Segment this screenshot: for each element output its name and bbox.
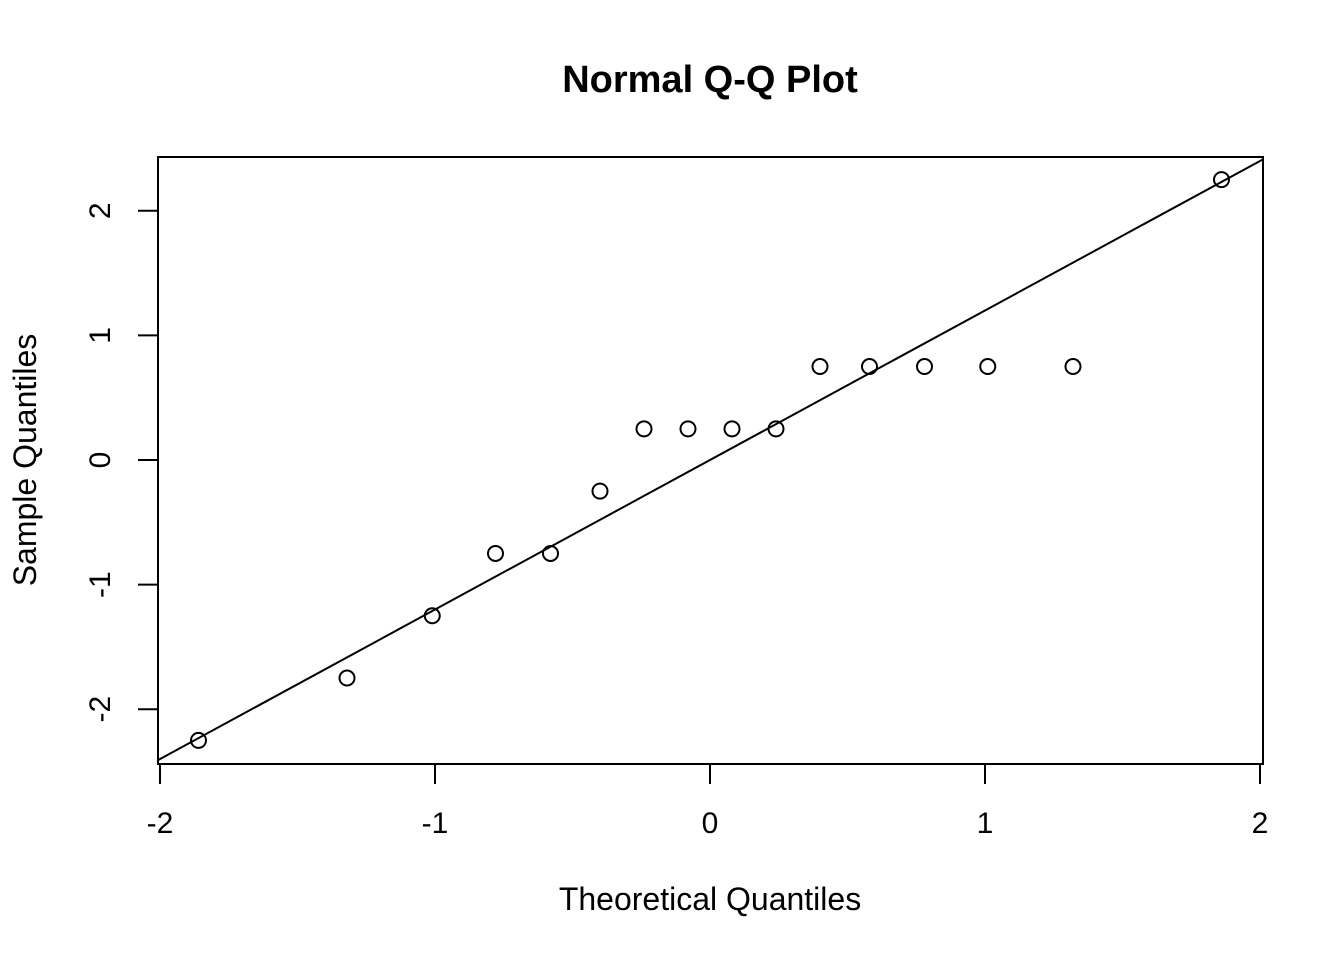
data-point — [487, 544, 504, 562]
data-point — [979, 358, 997, 376]
y-tick-label: -2 — [84, 696, 117, 723]
data-point — [811, 358, 829, 376]
reference-line — [158, 158, 1263, 762]
data-point — [679, 420, 697, 438]
y-tick-label: -1 — [84, 571, 117, 598]
data-point — [423, 607, 441, 625]
x-tick-label: -1 — [422, 807, 449, 840]
data-point — [767, 420, 785, 438]
y-axis-label: Sample Quantiles — [7, 334, 43, 587]
x-axis: -2 -1 0 1 2 — [147, 763, 1269, 840]
data-point — [542, 544, 559, 562]
x-tick-label: 0 — [702, 807, 719, 840]
data-point — [861, 358, 878, 376]
data-point — [635, 420, 653, 438]
data-point — [591, 482, 609, 500]
data-point — [1064, 358, 1082, 376]
y-tick-label: 2 — [84, 202, 117, 219]
x-tick-label: 1 — [977, 807, 994, 840]
data-point — [723, 420, 741, 438]
x-tick-label: 2 — [1252, 807, 1269, 840]
y-axis: -2 -1 0 1 2 — [84, 202, 159, 723]
x-tick-label: -2 — [147, 807, 174, 840]
y-tick-label: 1 — [84, 327, 117, 344]
y-tick-label: 0 — [84, 452, 117, 469]
chart-title: Normal Q-Q Plot — [562, 59, 858, 101]
x-axis-label: Theoretical Quantiles — [559, 881, 861, 917]
data-point — [916, 358, 933, 376]
data-points — [190, 171, 1230, 749]
data-point — [338, 669, 356, 687]
data-point — [190, 731, 207, 749]
data-point — [1213, 171, 1230, 189]
